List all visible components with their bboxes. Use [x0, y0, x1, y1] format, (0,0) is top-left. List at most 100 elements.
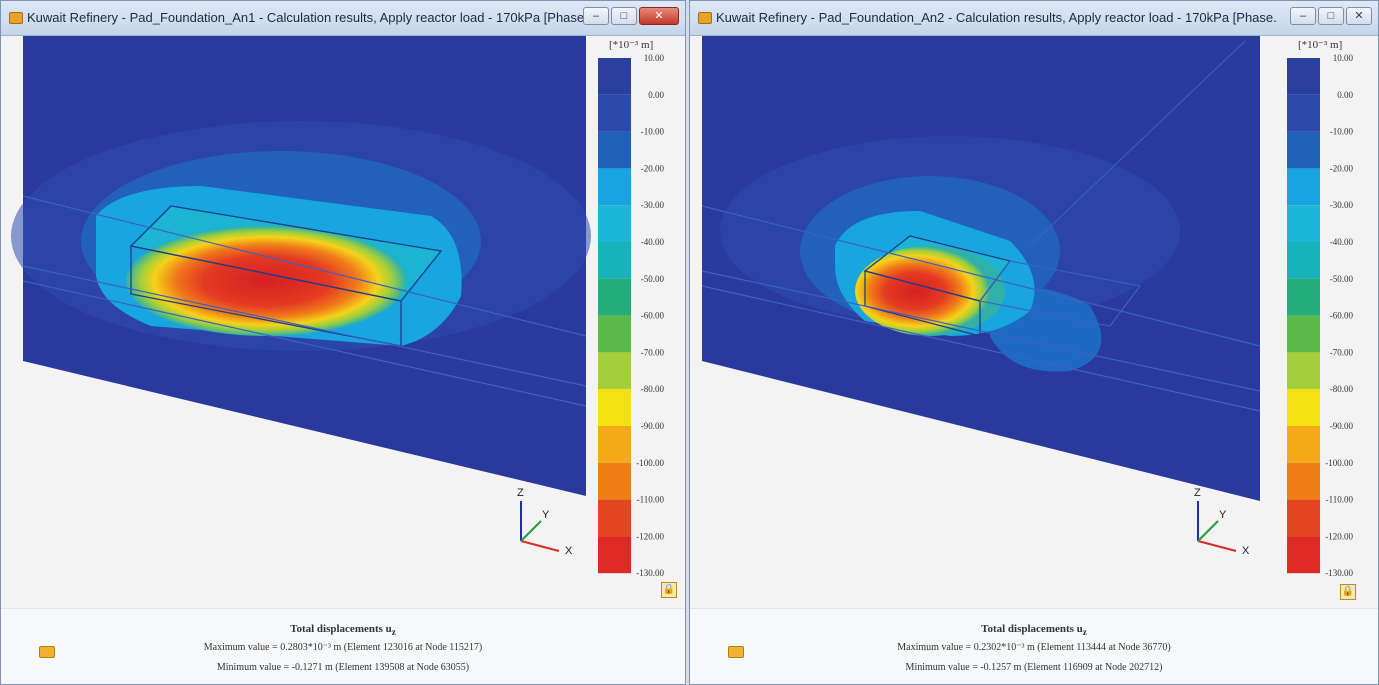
- legend-color-band: [1287, 536, 1320, 574]
- minimize-button[interactable]: –: [1290, 7, 1316, 25]
- legend-color-band: [598, 499, 631, 537]
- results-footer: Total displacements uz Maximum value = 0…: [1, 608, 685, 684]
- model-line-3: [22, 280, 587, 407]
- legend-unit: [*10⁻³ m]: [1298, 39, 1342, 51]
- legend-color-band: [598, 94, 631, 132]
- pad-outline: [129, 205, 443, 302]
- legend-color-band: [598, 315, 631, 353]
- results-heading: Total displacements uz: [690, 623, 1378, 637]
- displacement-contour-plot[interactable]: [*10⁻³ m] 10.00 0.00 -10.00 -20.00 -30.00 -40…: [690, 36, 1379, 608]
- x-axis-label: X: [1242, 545, 1250, 557]
- max-value-line: Maximum value = 0.2302*10⁻³ m (Element 1…: [897, 642, 1171, 653]
- title-bar[interactable]: Kuwait Refinery - Pad_Foundation_An2 - C…: [690, 1, 1378, 36]
- model-line-2: [701, 270, 1261, 392]
- heading-subscript: z: [391, 627, 396, 638]
- axis-triad: Z X Y: [517, 487, 573, 557]
- legend-tick-label: -130.00: [1325, 568, 1353, 578]
- legend-tick-label: -50.00: [641, 274, 665, 284]
- model-line-2: [22, 265, 587, 387]
- results-heading: Total displacements uz: [1, 623, 685, 637]
- window-title: Kuwait Refinery - Pad_Foundation_An2 - C…: [716, 10, 1278, 25]
- legend-color-band: [1287, 462, 1320, 500]
- close-button[interactable]: ✕: [1346, 7, 1372, 25]
- legend-color-band: [598, 426, 631, 463]
- legend-color-band: [1287, 242, 1320, 279]
- legend-tick-label: 10.00: [1333, 53, 1354, 63]
- y-axis-label: Y: [542, 509, 550, 521]
- z-axis-label: Z: [517, 487, 524, 499]
- legend-tick-label: 0.00: [1337, 90, 1353, 100]
- y-axis: [1197, 520, 1219, 542]
- legend-tick-label: -100.00: [636, 458, 664, 468]
- legend-color-band: [1287, 426, 1320, 463]
- title-bar[interactable]: Kuwait Refinery - Pad_Foundation_An1 - C…: [1, 1, 685, 36]
- model-viewport[interactable]: [*10⁻³ m] 10.00 0.00 -10.00 -20.00 -30.00 -40…: [1, 36, 685, 608]
- legend-color-band: [1287, 168, 1320, 206]
- lock-legend-button[interactable]: 🔒: [1340, 584, 1356, 600]
- legend-color-band: [1287, 499, 1320, 537]
- x-axis: [1197, 540, 1237, 552]
- legend-color-band: [598, 205, 631, 242]
- minimize-button[interactable]: –: [583, 7, 609, 25]
- legend-tick-label: -120.00: [636, 531, 664, 541]
- legend-color-band: [1287, 131, 1320, 169]
- model-line-1: [701, 205, 1261, 347]
- legend-unit: [*10⁻³ m]: [609, 39, 653, 51]
- legend-tick-label: -110.00: [1326, 495, 1354, 505]
- legend-tick-label: -60.00: [1330, 311, 1354, 321]
- legend-tick-label: -30.00: [641, 200, 665, 210]
- legend-color-band: [1287, 205, 1320, 242]
- color-legend: [*10⁻³ m] 10.00 0.00 -10.00 -20.00 -30.00 -40…: [1287, 39, 1354, 578]
- legend-color-band: [598, 131, 631, 169]
- legend-color-band: [1287, 278, 1320, 316]
- legend-color-band: [1287, 315, 1320, 353]
- z-axis-label: Z: [1194, 487, 1201, 499]
- adjacent-pad-outline: [979, 260, 1141, 327]
- y-axis: [520, 520, 542, 542]
- legend-tick-label: -100.00: [1325, 458, 1353, 468]
- heading-text: Total displacements u: [981, 623, 1083, 635]
- legend-tick-label: -50.00: [1330, 274, 1354, 284]
- min-value-line: Minimum value = -0.1271 m (Element 13950…: [216, 662, 470, 673]
- model-line-1: [22, 195, 587, 337]
- result-window-an2[interactable]: Kuwait Refinery - Pad_Foundation_An2 - C…: [689, 0, 1379, 685]
- result-window-an1[interactable]: Kuwait Refinery - Pad_Foundation_An1 - C…: [0, 0, 686, 685]
- legend-tick-label: -10.00: [1330, 127, 1354, 137]
- max-value-line: Maximum value = 0.2803*10⁻³ m (Element 1…: [203, 642, 483, 653]
- displacement-contour-plot[interactable]: [*10⁻³ m] 10.00 0.00 -10.00 -20.00 -30.00 -40…: [1, 36, 686, 608]
- legend-color-band: [598, 389, 631, 426]
- lock-legend-button[interactable]: 🔒: [661, 582, 677, 598]
- legend-tick-label: 0.00: [648, 90, 664, 100]
- legend-tick-label: -20.00: [641, 163, 665, 173]
- legend-tick-label: -70.00: [1330, 347, 1354, 357]
- contour-core-red: [126, 226, 406, 336]
- legend-color-band: [1287, 94, 1320, 132]
- x-axis-label: X: [565, 545, 573, 557]
- legend-tick-label: -40.00: [1330, 237, 1354, 247]
- message-icon: [728, 646, 744, 658]
- axis-triad: Z X Y: [1194, 487, 1250, 557]
- legend-tick-label: -90.00: [1330, 421, 1354, 431]
- maximize-button[interactable]: □: [1318, 7, 1344, 25]
- legend-color-band: [598, 242, 631, 279]
- model-line-4: [1029, 40, 1246, 247]
- legend-color-band: [598, 352, 631, 390]
- legend-color-band: [598, 58, 631, 95]
- maximize-button[interactable]: □: [611, 7, 637, 25]
- app-icon: [9, 12, 23, 24]
- legend-tick-label: -130.00: [636, 568, 664, 578]
- legend-tick-label: 10.00: [644, 53, 665, 63]
- legend-color-band: [1287, 58, 1320, 95]
- legend-tick-label: -40.00: [641, 237, 665, 247]
- legend-color-band: [598, 536, 631, 574]
- legend-color-band: [1287, 389, 1320, 426]
- model-line-3: [701, 285, 1261, 412]
- app-icon: [698, 12, 712, 24]
- legend-tick-label: -110.00: [637, 495, 665, 505]
- legend-tick-label: -20.00: [1330, 163, 1354, 173]
- close-button[interactable]: ✕: [639, 7, 679, 25]
- legend-color-band: [598, 462, 631, 500]
- legend-tick-label: -30.00: [1330, 200, 1354, 210]
- model-viewport[interactable]: [*10⁻³ m] 10.00 0.00 -10.00 -20.00 -30.00 -40…: [690, 36, 1378, 608]
- legend-tick-label: -80.00: [641, 384, 665, 394]
